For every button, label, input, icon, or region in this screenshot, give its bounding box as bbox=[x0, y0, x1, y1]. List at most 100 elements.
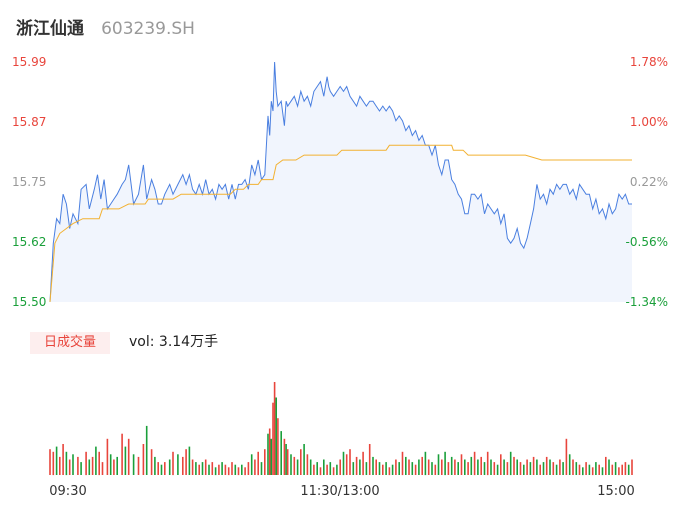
volume-bar bbox=[201, 462, 204, 475]
volume-bar bbox=[127, 438, 130, 475]
volume-bar bbox=[624, 462, 627, 475]
volume-bar bbox=[575, 462, 578, 475]
price-area-fill bbox=[50, 62, 632, 302]
volume-bar bbox=[88, 459, 91, 475]
percent-tick-label: -1.34% bbox=[626, 295, 668, 309]
volume-bar bbox=[405, 456, 407, 475]
volume-bar bbox=[68, 459, 71, 475]
volume-bar bbox=[359, 459, 361, 475]
volume-bar bbox=[154, 456, 156, 475]
volume-bar bbox=[536, 459, 538, 475]
volume-bar bbox=[316, 462, 318, 475]
volume-bar bbox=[385, 462, 387, 475]
volume-bar bbox=[578, 464, 581, 475]
volume-bar bbox=[113, 459, 115, 475]
volume-bar bbox=[585, 462, 587, 475]
volume-bar bbox=[545, 456, 548, 475]
volume-bar bbox=[254, 459, 256, 475]
volume-bar bbox=[516, 459, 518, 475]
volume-bar bbox=[80, 462, 82, 475]
volume-bar bbox=[237, 467, 240, 476]
volume-bar bbox=[275, 397, 277, 475]
volume-bar bbox=[486, 451, 489, 476]
volume-bar bbox=[352, 462, 355, 475]
volume-bar bbox=[473, 451, 476, 476]
volume-bar bbox=[450, 456, 453, 475]
volume-bar bbox=[454, 459, 456, 475]
volume-bar bbox=[177, 454, 179, 475]
volume-bar bbox=[513, 456, 515, 475]
volume-badge[interactable]: 日成交量 bbox=[30, 332, 110, 354]
volume-bar bbox=[437, 454, 440, 475]
percent-tick-label: -0.56% bbox=[626, 235, 668, 249]
volume-bar bbox=[477, 459, 479, 475]
price-tick-label: 15.99 bbox=[12, 55, 46, 69]
volume-bar bbox=[434, 464, 437, 475]
volume-bar bbox=[277, 418, 279, 475]
volume-bar bbox=[614, 462, 617, 475]
volume-bar bbox=[283, 438, 286, 475]
volume-bar bbox=[59, 456, 61, 475]
volume-bar bbox=[168, 459, 171, 475]
volume-bar bbox=[562, 462, 564, 475]
stock-header: 浙江仙通 603239.SH bbox=[16, 14, 195, 40]
volume-bar bbox=[539, 464, 541, 475]
volume-bar bbox=[95, 446, 97, 475]
volume-bar bbox=[591, 467, 594, 476]
volume-bar bbox=[270, 438, 273, 475]
volume-bar bbox=[496, 464, 499, 475]
volume-bar bbox=[250, 454, 253, 475]
volume-bar bbox=[388, 467, 391, 476]
volume-bar bbox=[631, 459, 633, 475]
volume-bar bbox=[98, 451, 100, 476]
volume-bar bbox=[280, 431, 282, 475]
volume-bar bbox=[323, 459, 325, 475]
volume-bar bbox=[500, 454, 502, 475]
volume-bar bbox=[142, 444, 145, 475]
volume-bar bbox=[621, 464, 623, 475]
volume-bar bbox=[52, 451, 55, 476]
volume-bar bbox=[109, 454, 112, 475]
volume-bar bbox=[460, 454, 463, 475]
volume-bar bbox=[204, 459, 207, 475]
volume-bar bbox=[401, 451, 404, 476]
volume-bar bbox=[313, 464, 315, 475]
time-tick-label: 15:00 bbox=[597, 484, 634, 499]
stock-name: 浙江仙通 bbox=[16, 19, 84, 39]
volume-bar bbox=[408, 459, 410, 475]
volume-bar bbox=[552, 462, 555, 475]
volume-bar bbox=[247, 462, 250, 475]
volume-bar bbox=[164, 462, 166, 475]
price-tick-label: 15.62 bbox=[12, 235, 46, 249]
volume-bar bbox=[582, 467, 584, 476]
price-area bbox=[49, 61, 632, 303]
volume-bar bbox=[172, 451, 174, 476]
volume-bar bbox=[418, 459, 420, 475]
volume-bar bbox=[375, 459, 377, 475]
volume-bar bbox=[480, 456, 482, 475]
volume-bar bbox=[285, 444, 287, 475]
volume-bar bbox=[559, 459, 561, 475]
volume-bar bbox=[319, 467, 322, 476]
volume-bar bbox=[106, 438, 109, 475]
volume-bar bbox=[157, 462, 159, 475]
volume-label: vol: 3.14万手 bbox=[129, 334, 219, 350]
volume-bar bbox=[121, 433, 123, 475]
volume-bar bbox=[349, 449, 351, 475]
volume-bar bbox=[195, 462, 197, 475]
volume-bar bbox=[519, 462, 522, 475]
volume-bar bbox=[55, 446, 58, 475]
volume-bar bbox=[286, 449, 289, 475]
volume-bar bbox=[244, 467, 246, 476]
volume-bar bbox=[272, 402, 274, 475]
volume-bar bbox=[208, 464, 210, 475]
volume-bar bbox=[532, 456, 535, 475]
volume-bar bbox=[267, 433, 269, 475]
volume-bar bbox=[91, 456, 94, 475]
volume-bar bbox=[65, 451, 68, 476]
volume-bar bbox=[231, 462, 233, 475]
average-price-line bbox=[49, 144, 632, 303]
volume-bar bbox=[441, 459, 443, 475]
volume-bar bbox=[506, 462, 509, 475]
volume-bar bbox=[300, 449, 302, 475]
